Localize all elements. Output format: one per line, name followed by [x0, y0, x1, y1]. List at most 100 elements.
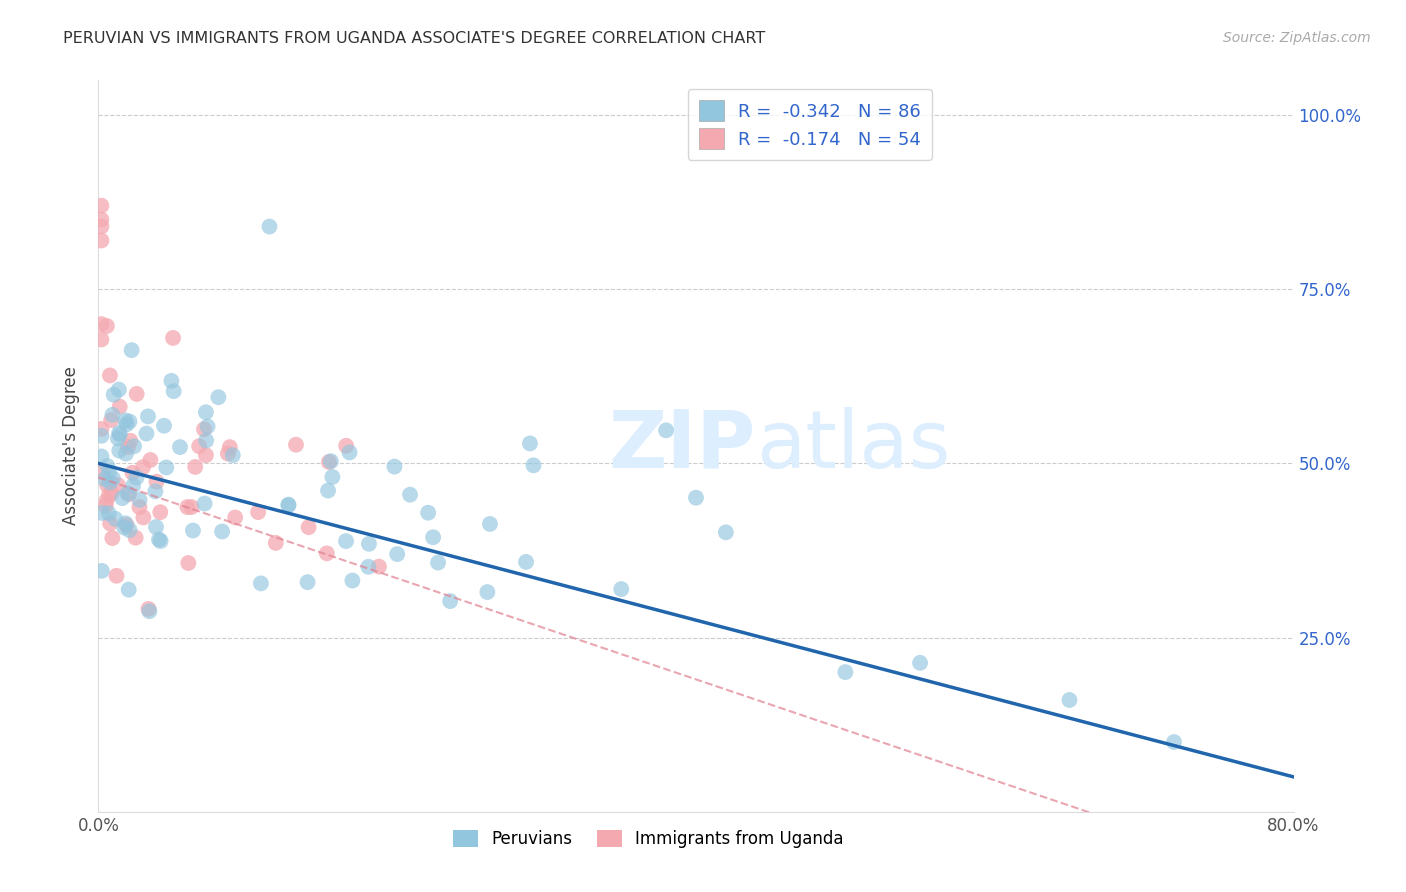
Point: [427, 556, 450, 570]
Text: ZIP: ZIP: [609, 407, 756, 485]
Point: [101, 471, 124, 485]
Text: Source: ZipAtlas.com: Source: ZipAtlas.com: [1223, 31, 1371, 45]
Point: [222, 448, 245, 462]
Point: [135, 426, 157, 441]
Point: [115, 447, 138, 461]
Point: [96, 493, 118, 508]
Point: [96, 318, 118, 333]
Point: [111, 491, 134, 505]
Point: [90, 199, 112, 213]
Point: [316, 483, 339, 498]
Point: [108, 425, 131, 440]
Point: [132, 510, 155, 524]
Point: [90, 429, 112, 443]
Point: [145, 475, 167, 489]
Point: [90, 234, 112, 248]
Point: [908, 656, 931, 670]
Point: [107, 431, 129, 445]
Legend: Peruvians, Immigrants from Uganda: Peruvians, Immigrants from Uganda: [446, 823, 851, 855]
Point: [342, 574, 364, 588]
Point: [655, 423, 678, 437]
Point: [103, 387, 125, 401]
Point: [97, 506, 120, 520]
Point: [1163, 735, 1185, 749]
Point: [224, 510, 246, 524]
Point: [477, 585, 499, 599]
Point: [124, 531, 146, 545]
Point: [90, 450, 112, 464]
Point: [100, 413, 122, 427]
Point: [138, 602, 160, 616]
Point: [143, 484, 166, 499]
Point: [318, 455, 340, 469]
Point: [122, 479, 145, 493]
Point: [197, 419, 219, 434]
Point: [94, 472, 117, 486]
Point: [128, 500, 150, 515]
Point: [125, 470, 148, 484]
Point: [108, 443, 131, 458]
Point: [422, 530, 444, 544]
Point: [217, 446, 239, 460]
Point: [399, 488, 422, 502]
Point: [120, 434, 142, 448]
Point: [121, 343, 143, 358]
Point: [145, 520, 167, 534]
Point: [297, 520, 319, 534]
Point: [169, 440, 191, 454]
Point: [90, 333, 112, 347]
Point: [259, 219, 281, 234]
Point: [218, 440, 240, 454]
Point: [118, 487, 141, 501]
Point: [319, 454, 342, 468]
Point: [184, 459, 207, 474]
Point: [90, 317, 112, 331]
Point: [177, 556, 200, 570]
Point: [149, 505, 172, 519]
Point: [335, 439, 357, 453]
Point: [115, 417, 138, 432]
Point: [194, 448, 217, 462]
Point: [91, 506, 114, 520]
Point: [125, 387, 148, 401]
Point: [277, 499, 299, 513]
Point: [96, 458, 118, 473]
Point: [339, 445, 361, 459]
Point: [180, 500, 202, 514]
Point: [132, 460, 155, 475]
Point: [101, 408, 124, 422]
Point: [98, 466, 121, 480]
Point: [98, 516, 121, 531]
Point: [277, 498, 299, 512]
Point: [315, 546, 337, 560]
Point: [385, 547, 409, 561]
Point: [149, 534, 172, 549]
Point: [155, 460, 177, 475]
Point: [90, 212, 112, 227]
Point: [160, 374, 183, 388]
Point: [163, 384, 186, 398]
Point: [250, 576, 273, 591]
Point: [195, 434, 218, 448]
Point: [515, 555, 537, 569]
Point: [153, 418, 176, 433]
Point: [148, 533, 170, 547]
Point: [105, 568, 128, 582]
Point: [478, 516, 501, 531]
Point: [117, 486, 139, 500]
Text: atlas: atlas: [756, 407, 950, 485]
Point: [519, 436, 541, 450]
Point: [118, 582, 141, 597]
Point: [357, 559, 380, 574]
Point: [194, 405, 217, 419]
Point: [96, 478, 118, 492]
Point: [90, 564, 112, 578]
Point: [136, 409, 159, 424]
Point: [114, 516, 136, 531]
Point: [211, 524, 233, 539]
Point: [115, 518, 138, 533]
Point: [98, 488, 121, 502]
Point: [108, 383, 131, 397]
Point: [118, 415, 141, 429]
Point: [264, 536, 287, 550]
